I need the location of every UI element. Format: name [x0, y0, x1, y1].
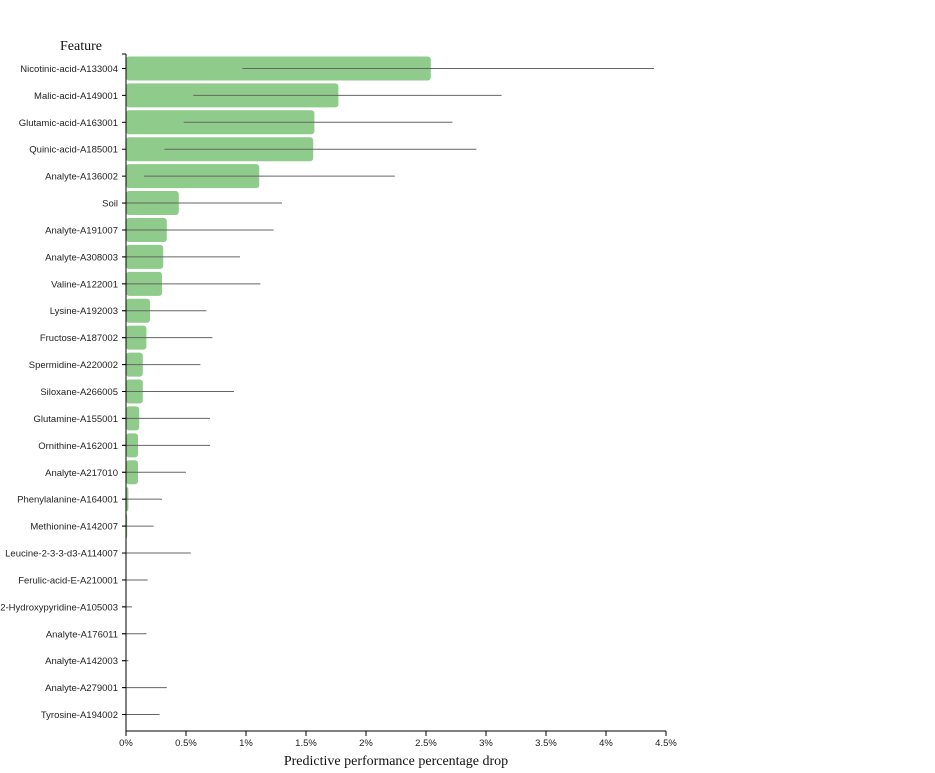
y-tick-label: Spermidine-A220002	[29, 360, 118, 371]
x-tick-label: 1%	[239, 738, 253, 749]
y-tick-label: Nicotinic-acid-A133004	[20, 64, 118, 75]
y-tick-label: Ornithine-A162001	[38, 441, 118, 452]
y-axis-title: Feature	[60, 39, 102, 54]
y-tick-label: Glutamine-A155001	[34, 414, 119, 425]
x-tick-label: 4%	[599, 738, 613, 749]
y-tick-label: Ferulic-acid-E-A210001	[18, 575, 118, 586]
y-tick-label: 2-Hydroxypyridine-A105003	[0, 602, 118, 613]
y-tick-label: Siloxane-A266005	[40, 387, 118, 398]
y-tick-label: Glutamic-acid-A163001	[19, 118, 118, 129]
y-tick-label: Fructose-A187002	[40, 333, 118, 344]
y-tick-label: Lysine-A192003	[50, 306, 118, 317]
y-tick-label: Phenylalanine-A164001	[17, 495, 118, 506]
plot-area: Nicotinic-acid-A133004 Malic-acid-A149001…	[0, 53, 677, 749]
y-tick-label: Valine-A122001	[51, 279, 118, 290]
y-tick-label: Analyte-A176011	[46, 629, 118, 640]
x-tick-label: 0.5%	[175, 738, 197, 749]
x-tick-label: 3%	[479, 738, 493, 749]
x-tick-label: 1.5%	[295, 738, 317, 749]
y-tick-label: Soil	[102, 199, 118, 210]
y-tick-label: Analyte-A217010	[45, 468, 118, 479]
y-tick-label: Quinic-acid-A185001	[29, 145, 118, 156]
x-tick-label: 2.5%	[415, 738, 437, 749]
y-tick-label: Analyte-A136002	[45, 172, 118, 183]
y-tick-label: Malic-acid-A149001	[34, 91, 118, 102]
x-axis-title: Predictive performance percentage drop	[284, 754, 508, 769]
y-tick-label: Analyte-A191007	[45, 225, 118, 236]
y-tick-label: Analyte-A142003	[45, 656, 118, 667]
y-tick-label: Analyte-A279001	[45, 683, 118, 694]
y-tick-label: Methionine-A142007	[30, 522, 118, 533]
y-tick-label: Analyte-A308003	[45, 252, 118, 263]
x-tick-label: 2%	[359, 738, 373, 749]
x-tick-label: 3.5%	[535, 738, 557, 749]
y-tick-label: Leucine-2-3-3-d3-A114007	[5, 549, 118, 560]
x-tick-label: 4.5%	[655, 738, 677, 749]
x-tick-label: 0%	[119, 738, 133, 749]
y-tick-label: Tyrosine-A194002	[41, 710, 118, 721]
